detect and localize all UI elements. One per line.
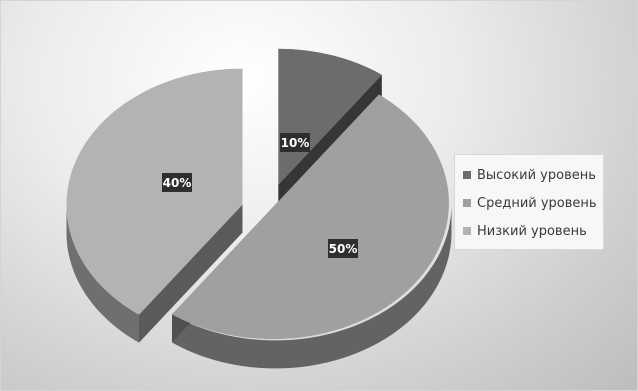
pie-cut-low-0 (139, 204, 243, 343)
data-label-high: 10% (281, 136, 310, 150)
legend-item-medium: Средний уровень (463, 189, 603, 217)
legend-item-low: Низкий уровень (463, 217, 603, 245)
pie-slice-medium (172, 94, 449, 340)
legend-label-high: Высокий уровень (477, 167, 596, 183)
legend-swatch-medium (463, 199, 471, 207)
legend-label-low: Низкий уровень (477, 223, 587, 239)
data-label-bg-medium (328, 239, 358, 258)
legend-label-medium: Средний уровень (477, 195, 597, 211)
chart-legend: Высокий уровень Средний уровень Низкий у… (454, 154, 604, 250)
pie-slice-low (66, 68, 243, 315)
data-label-medium: 50% (329, 242, 358, 256)
legend-swatch-low (463, 227, 471, 235)
data-label-bg-high (280, 133, 310, 152)
data-label-bg-low (162, 173, 192, 192)
pie-side-medium (172, 206, 452, 369)
data-label-low: 40% (163, 176, 192, 190)
legend-item-high: Высокий уровень (463, 161, 603, 189)
pie-side-low (66, 206, 139, 343)
legend-swatch-high (463, 171, 471, 179)
